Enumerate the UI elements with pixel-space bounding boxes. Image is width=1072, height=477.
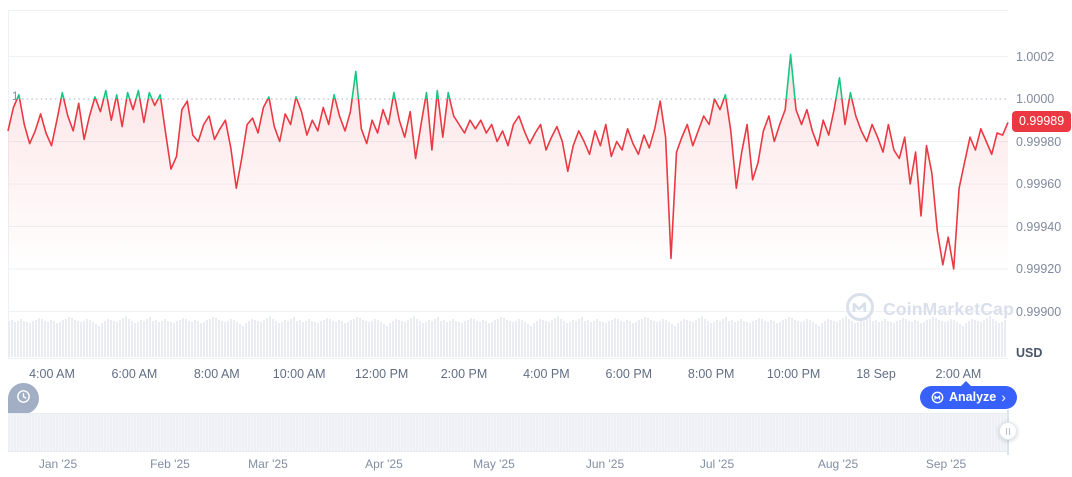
navigator-month-label: Apr '25 [365, 457, 403, 471]
x-axis-tick-label: 12:00 PM [354, 367, 409, 381]
navigator-drag-handle[interactable] [999, 422, 1017, 440]
x-axis-tick-label: 2:00 PM [440, 367, 488, 381]
x-axis-tick-label: 4:00 PM [523, 367, 570, 381]
y-axis-tick-label: 0.99920 [1016, 262, 1062, 276]
clock-history-icon [15, 388, 32, 410]
currency-unit-label: USD [1016, 346, 1043, 360]
chevron-right-icon: › [1001, 388, 1006, 405]
navigator-month-label: Feb '25 [150, 457, 190, 471]
x-axis-tick-label: 8:00 AM [193, 367, 240, 381]
coinmarketcap-logo-icon [845, 292, 875, 327]
x-axis-tick-label: 6:00 PM [605, 367, 653, 381]
x-axis-tick-label: 8:00 PM [687, 367, 735, 381]
drag-handle-grip [1009, 427, 1010, 435]
axis-separator [8, 358, 1008, 359]
y-axis-tick-label: 0.99980 [1016, 134, 1062, 149]
analyze-button[interactable]: Analyze › [920, 381, 1017, 409]
navigator-month-label: Aug '25 [817, 457, 859, 471]
y-axis-tick-label: 1.0002 [1016, 49, 1055, 64]
navigator-month-label: Jan '25 [38, 457, 78, 471]
current-price-badge: 0.99989 [1012, 111, 1072, 132]
x-axis-tick-label: 10:00 PM [766, 367, 821, 381]
navigator-month-label: Mar '25 [248, 457, 288, 471]
watermark: CoinMarketCap [845, 292, 1014, 327]
navigator-month-label: Jun '25 [585, 457, 625, 471]
y-axis-tick-label: 0.99900 [1016, 304, 1062, 319]
x-axis-tick-label: 2:00 AM [935, 367, 982, 381]
coinmarketcap-logo-icon [931, 391, 944, 404]
watermark-text: CoinMarketCap [883, 299, 1014, 319]
x-axis-tick-label: 6:00 AM [111, 367, 158, 381]
analyze-button-label: Analyze [949, 390, 997, 405]
y-axis-tick-label: 0.99960 [1016, 177, 1062, 191]
x-axis-tick-label: 4:00 AM [29, 367, 75, 381]
navigator-month-label: May '25 [473, 457, 515, 471]
y-axis-tick-label: 0.99940 [1016, 219, 1062, 234]
navigator-month-label: Jul '25 [699, 457, 735, 471]
navigator-month-label: Sep '25 [925, 457, 967, 471]
x-axis-tick-label: 18 Sep [856, 367, 896, 381]
x-axis-tick-label: 10:00 AM [272, 367, 326, 381]
y-axis-tick-label: 1.0000 [1016, 92, 1055, 106]
range-navigator-track[interactable] [8, 413, 1008, 452]
drag-handle-grip [1006, 427, 1007, 435]
history-marker-button[interactable] [8, 383, 39, 414]
baseline-price-label: 1 [12, 91, 19, 103]
